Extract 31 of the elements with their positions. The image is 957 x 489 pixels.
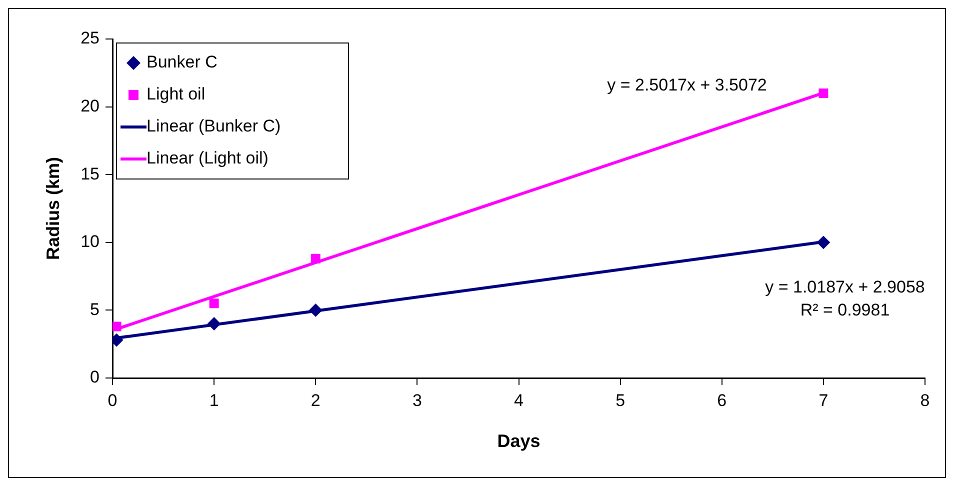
x-tick-label: 8 bbox=[920, 390, 930, 410]
point bbox=[816, 236, 830, 249]
point bbox=[309, 304, 322, 317]
y-tick-label: 0 bbox=[90, 368, 100, 387]
legend-label: Bunker C bbox=[146, 52, 218, 72]
annotation: y = 2.5017x + 3.5072 bbox=[607, 76, 767, 95]
y-tick-label: 20 bbox=[80, 96, 100, 116]
legend-label: Linear (Bunker C) bbox=[146, 116, 281, 136]
point bbox=[112, 322, 122, 332]
point bbox=[209, 298, 219, 308]
point bbox=[310, 254, 320, 264]
y-tick-label: 25 bbox=[80, 28, 100, 48]
legend-label: Linear (Light oil) bbox=[146, 148, 268, 168]
y-tick-label: 10 bbox=[80, 232, 100, 252]
x-axis-title: Days bbox=[497, 431, 540, 452]
x-tick-label: 3 bbox=[412, 390, 422, 410]
point bbox=[818, 88, 828, 98]
x-tick-label: 1 bbox=[209, 390, 219, 410]
x-tick-label: 5 bbox=[616, 390, 626, 410]
annotation: y = 1.0187x + 2.9058 bbox=[765, 278, 925, 297]
annotation: R² = 0.9981 bbox=[800, 300, 890, 320]
x-tick-label: 7 bbox=[818, 390, 828, 410]
point bbox=[208, 317, 221, 330]
x-tick-label: 4 bbox=[514, 390, 524, 410]
y-tick-label: 5 bbox=[90, 300, 100, 319]
x-tick-label: 6 bbox=[717, 390, 727, 410]
y-axis-title: Radius (km) bbox=[42, 156, 63, 260]
y-tick-label: 15 bbox=[80, 164, 100, 184]
legend-label: Light oil bbox=[146, 84, 206, 104]
x-tick-label: 2 bbox=[310, 390, 320, 410]
x-tick-label: 0 bbox=[108, 390, 118, 410]
